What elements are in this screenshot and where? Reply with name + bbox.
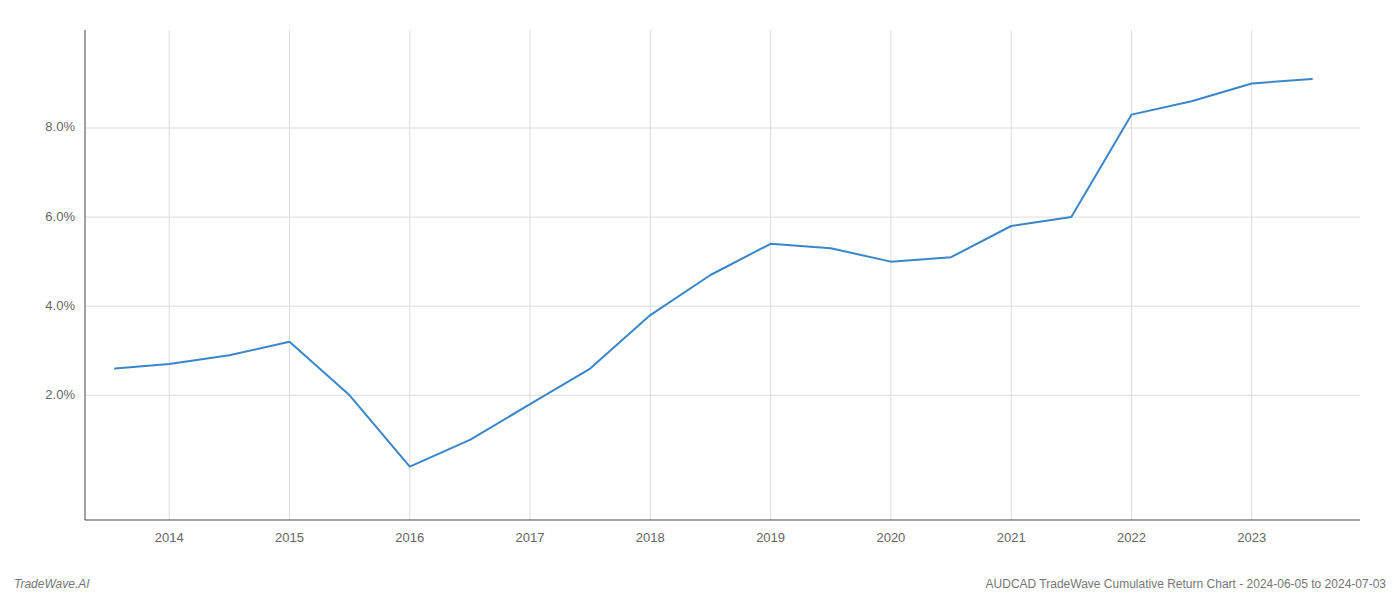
x-grid-line: [1251, 30, 1252, 520]
x-grid-line: [169, 30, 170, 520]
x-grid-line: [289, 30, 290, 520]
y-tick-label: 2.0%: [45, 387, 75, 402]
y-tick-label: 6.0%: [45, 209, 75, 224]
grid: [85, 30, 1360, 520]
x-grid-line: [1131, 30, 1132, 520]
plot-area: [115, 79, 1312, 467]
y-grid-line: [85, 395, 1360, 396]
footer-text: TradeWave.AI: [14, 577, 90, 591]
x-tick-label: 2019: [756, 530, 785, 545]
y-grid-line: [85, 306, 1360, 307]
y-grid-line: [85, 128, 1360, 129]
x-tick-label: 2020: [876, 530, 905, 545]
y-tick-label: 8.0%: [45, 119, 75, 134]
x-grid-line: [890, 30, 891, 520]
x-tick-label: 2023: [1237, 530, 1266, 545]
x-grid-line: [770, 30, 771, 520]
x-axis-line: [85, 520, 1360, 521]
x-grid-line: [1011, 30, 1012, 520]
x-tick-label: 2017: [516, 530, 545, 545]
y-grid-line: [85, 217, 1360, 218]
footer-text: AUDCAD TradeWave Cumulative Return Chart…: [986, 577, 1387, 591]
x-tick-label: 2022: [1117, 530, 1146, 545]
x-grid-line: [650, 30, 651, 520]
x-tick-label: 2015: [275, 530, 304, 545]
x-grid-line: [409, 30, 410, 520]
x-grid-line: [530, 30, 531, 520]
chart: 2.0% 4.0% 6.0% 8.0% 2014 2015 2016 2017 2018 2019…: [0, 0, 1400, 600]
x-tick-label: 2014: [155, 530, 184, 545]
y-axis-line: [85, 30, 86, 520]
x-tick-label: 2021: [997, 530, 1026, 545]
x-tick-label: 2016: [395, 530, 424, 545]
x-tick-label: 2018: [636, 530, 665, 545]
line: [115, 79, 1312, 467]
tick-labels: 2.0% 4.0% 6.0% 8.0% 2014 2015 2016 2017 2018 2019…: [45, 119, 1266, 545]
y-tick-label: 4.0%: [45, 298, 75, 313]
